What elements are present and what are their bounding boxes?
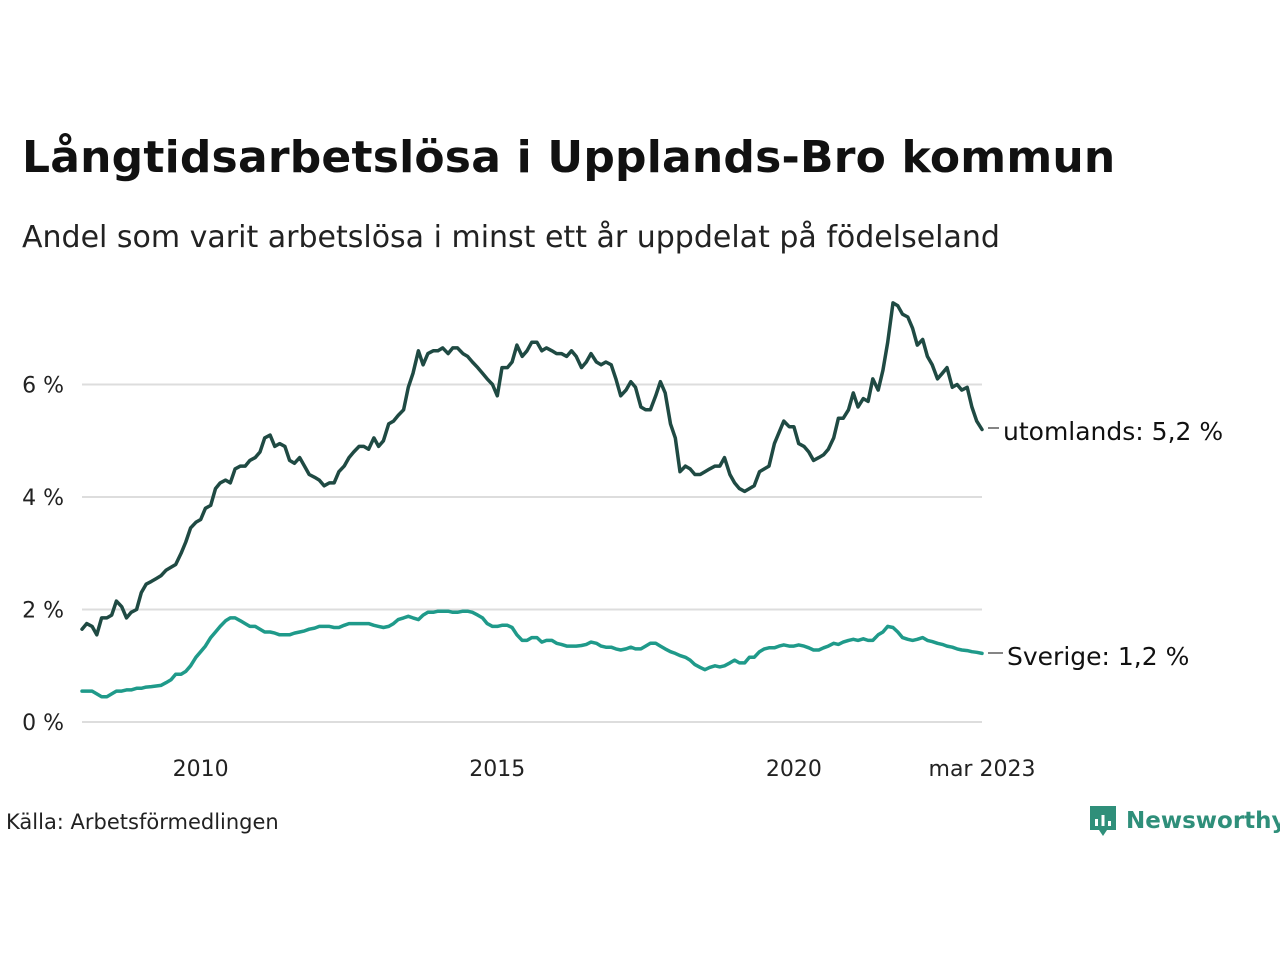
x-tick-label: 2010 <box>173 757 229 782</box>
series-lines <box>80 301 984 699</box>
source-note: Källa: Arbetsförmedlingen <box>6 810 279 834</box>
series-line-utomlands <box>80 301 984 637</box>
y-tick-label: 4 % <box>22 486 64 511</box>
chart-subtitle: Andel som varit arbetslösa i minst ett å… <box>22 220 1000 255</box>
y-tick-label: 0 % <box>22 711 64 736</box>
end-label-sverige: Sverige: 1,2 % <box>1007 642 1189 671</box>
end-label-utomlands: utomlands: 5,2 % <box>1003 417 1223 446</box>
chart-title: Långtidsarbetslösa i Upplands-Bro kommun <box>22 132 1116 183</box>
y-tick-label: 2 % <box>22 599 64 624</box>
y-axis-ticks: 0 % 2 % 4 % 6 % <box>22 374 64 737</box>
y-tick-label: 6 % <box>22 374 64 399</box>
series-line-sverige <box>80 609 984 699</box>
x-axis-ticks: 2010 2015 2020 mar 2023 <box>173 757 1036 782</box>
x-tick-label: 2020 <box>766 757 822 782</box>
newsworthy-logo-icon <box>1090 806 1116 836</box>
series-end-labels: utomlands: 5,2 % Sverige: 1,2 % <box>988 417 1223 671</box>
x-tick-label: 2015 <box>469 757 525 782</box>
brand-name: Newsworthy <box>1126 808 1280 834</box>
grid-lines <box>82 383 982 723</box>
brand-logo[interactable]: Newsworthy <box>1088 804 1280 838</box>
x-tick-label: mar 2023 <box>929 757 1036 782</box>
